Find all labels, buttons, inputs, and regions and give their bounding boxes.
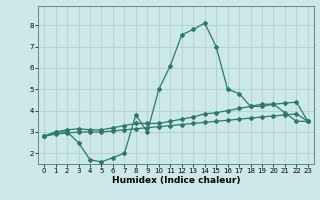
X-axis label: Humidex (Indice chaleur): Humidex (Indice chaleur) [112, 176, 240, 185]
